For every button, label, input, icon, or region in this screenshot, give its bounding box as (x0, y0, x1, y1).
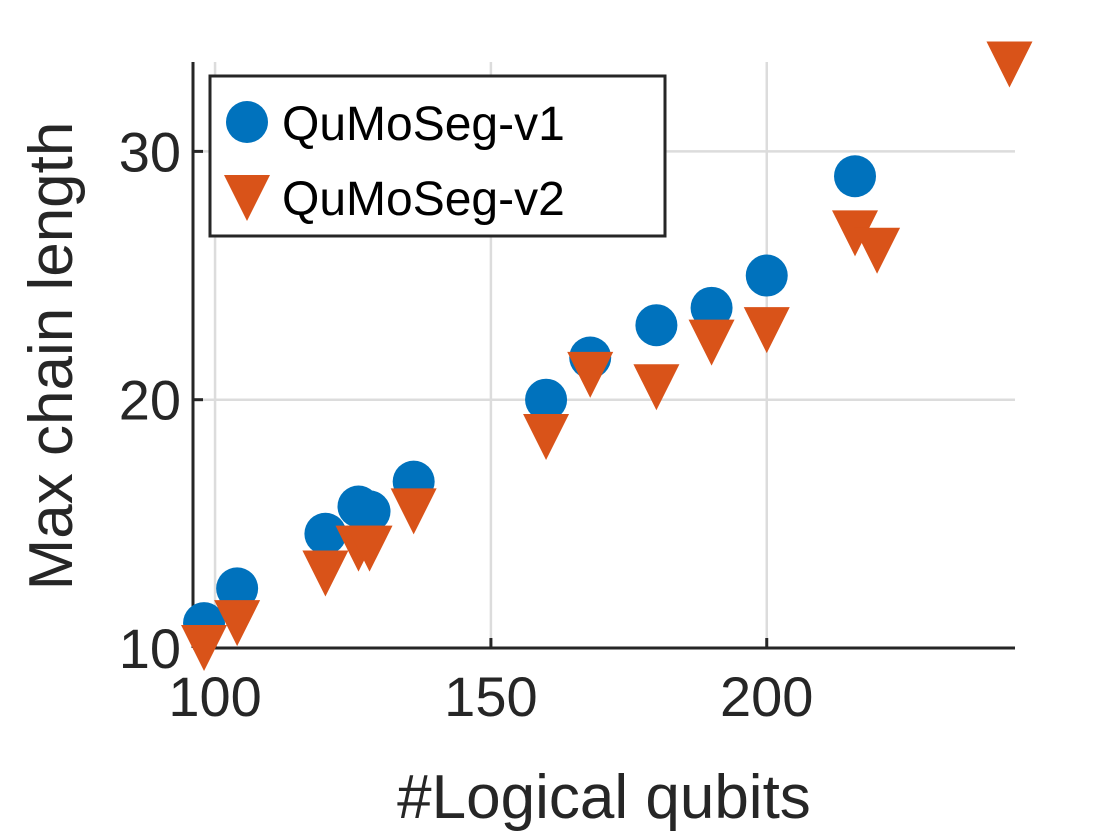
legend-box (208, 74, 667, 238)
legend-label-v2: QuMoSeg-v2 (282, 173, 565, 226)
legend-marker-v1 (226, 101, 268, 143)
y-tick-label: 10 (119, 617, 181, 680)
series-2 (181, 41, 1033, 671)
data-point-circle (304, 512, 347, 555)
data-point-circle (635, 304, 678, 347)
legend-entry-v2: QuMoSeg-v2 (224, 173, 565, 226)
x-axis-label: #Logical qubits (397, 763, 811, 832)
y-tick-label: 20 (119, 369, 181, 432)
data-point-triangle (688, 319, 735, 366)
data-point-circle (525, 378, 568, 421)
legend: QuMoSeg-v1 QuMoSeg-v2 (208, 74, 667, 238)
y-axis-label: Max chain length (17, 122, 86, 591)
y-tick-label: 30 (119, 120, 181, 183)
x-tick-label: 200 (720, 665, 813, 728)
legend-triangle-marker (224, 175, 270, 221)
legend-entry-v1: QuMoSeg-v1 (226, 98, 565, 151)
data-point-triangle (832, 210, 879, 257)
data-point-triangle (346, 525, 393, 572)
tick-labels: 100 150 200 10 20 30 (119, 120, 814, 728)
data-point-triangle (633, 364, 680, 411)
data-point-triangle (523, 413, 570, 460)
data-point-circle (745, 254, 788, 297)
data-point-circle (348, 490, 391, 533)
legend-label-v1: QuMoSeg-v1 (282, 98, 565, 151)
data-point-triangle (214, 600, 261, 647)
x-tick-label: 150 (444, 665, 537, 728)
legend-marker-v2 (224, 175, 270, 221)
x-tick-label: 100 (168, 665, 261, 728)
data-point-circle (216, 567, 259, 610)
data-point-triangle (986, 41, 1033, 88)
data-points (181, 41, 1033, 671)
data-point-triangle (302, 550, 349, 597)
data-point-triangle (854, 227, 901, 274)
legend-circle-marker (226, 101, 268, 143)
data-point-circle (834, 155, 877, 198)
data-point-triangle (743, 307, 790, 354)
data-point-triangle (181, 625, 228, 671)
data-point-circle (690, 286, 733, 329)
data-point-triangle (390, 488, 437, 535)
data-point-triangle (567, 351, 614, 398)
